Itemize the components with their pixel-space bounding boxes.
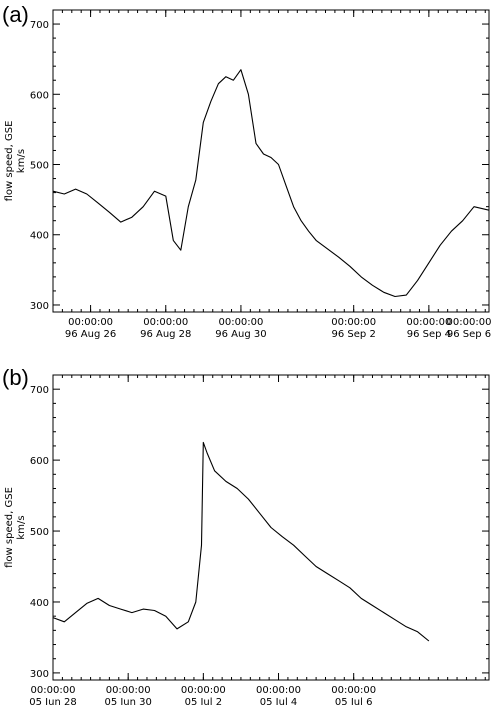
y-tick-label: 700 xyxy=(30,20,49,31)
x-tick-date-label: 96 Aug 30 xyxy=(215,329,266,340)
x-tick-time-label: 00:00:00 xyxy=(331,685,376,696)
x-tick-date-label: 96 Aug 26 xyxy=(65,329,116,340)
x-tick-time-label: 00:00:00 xyxy=(331,317,376,328)
y-tick-label: 400 xyxy=(30,231,49,242)
x-tick-time-label: 00:00:00 xyxy=(256,685,301,696)
plot-frame xyxy=(52,9,490,313)
panel-label: (a) xyxy=(2,2,29,27)
y-tick-label: 700 xyxy=(30,385,49,396)
y-axis-title: km/s xyxy=(16,515,27,539)
y-tick-label: 500 xyxy=(30,161,49,172)
x-tick-date-label: 05 Jul 4 xyxy=(260,697,298,705)
x-tick-time-label: 00:00:00 xyxy=(106,685,151,696)
x-tick-time-label: 00:00:00 xyxy=(218,317,263,328)
y-axis-title: km/s xyxy=(16,149,27,173)
y-tick-label: 600 xyxy=(30,456,49,467)
x-tick-time-label: 00:00:00 xyxy=(406,317,451,328)
x-tick-time-label: 00:00:00 xyxy=(31,685,76,696)
y-tick-label: 400 xyxy=(30,598,49,609)
y-tick-label: 600 xyxy=(30,90,49,101)
x-tick-time-label: 00:00:00 xyxy=(447,317,492,328)
panel-label: (b) xyxy=(2,365,29,390)
y-axis-title: flow speed, GSE xyxy=(4,121,15,202)
x-tick-date-label: 05 Jul 2 xyxy=(185,697,223,705)
y-axis-title: flow speed, GSE xyxy=(4,487,15,568)
x-tick-date-label: 05 Jun 30 xyxy=(104,697,151,705)
y-tick-label: 500 xyxy=(30,527,49,538)
x-tick-time-label: 00:00:00 xyxy=(68,317,113,328)
x-tick-date-label: 05 Jun 28 xyxy=(29,697,76,705)
x-tick-time-label: 00:00:00 xyxy=(181,685,226,696)
series-line xyxy=(52,441,430,642)
x-tick-date-label: 96 Sep 4 xyxy=(407,329,451,340)
x-tick-date-label: 96 Sep 2 xyxy=(332,329,376,340)
x-tick-time-label: 00:00:00 xyxy=(143,317,188,328)
y-tick-label: 300 xyxy=(30,301,49,312)
y-tick-label: 300 xyxy=(30,669,49,680)
series-line xyxy=(52,69,490,298)
x-tick-date-label: 96 Aug 28 xyxy=(140,329,191,340)
plot-frame xyxy=(52,374,490,681)
x-tick-date-label: 96 Sep 6 xyxy=(447,329,491,340)
x-tick-date-label: 05 Jul 6 xyxy=(335,697,373,705)
